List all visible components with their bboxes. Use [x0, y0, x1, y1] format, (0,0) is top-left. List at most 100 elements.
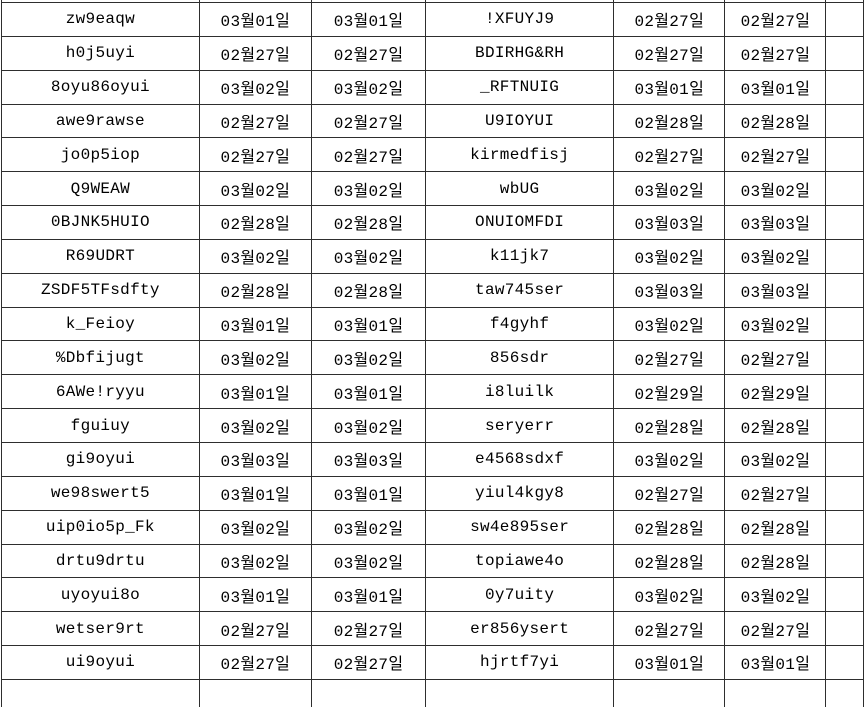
cell-date-2[interactable]: 03월01일 [310, 374, 427, 410]
cell-date-2[interactable]: 03월02일 [310, 408, 427, 443]
table-cell-cutoff[interactable] [825, 69, 864, 105]
cell-id-left[interactable]: ZSDF5TFsdfty [1, 272, 200, 308]
table-cell-cutoff[interactable] [825, 272, 864, 308]
cell-id-left[interactable]: 6AWe!ryyu [1, 374, 200, 410]
cell-id-right[interactable]: wbUG [425, 171, 615, 207]
cell-date-3[interactable]: 03월03일 [613, 272, 726, 308]
cell-id-right[interactable]: k11jk7 [425, 238, 615, 274]
cell-date-1[interactable]: 03월02일 [198, 340, 312, 376]
table-cell-cutoff[interactable] [825, 408, 864, 443]
cell-date-2[interactable]: 02월28일 [310, 205, 427, 240]
table-cell-cutoff[interactable] [825, 306, 864, 342]
cell-date-3[interactable]: 03월02일 [613, 577, 726, 613]
cell-date-1[interactable]: 03월01일 [198, 2, 312, 37]
cell-date-4[interactable]: 02월28일 [724, 408, 827, 443]
table-cell-partial[interactable] [198, 678, 312, 707]
cell-date-2[interactable]: 03월02일 [310, 543, 427, 579]
cell-id-right[interactable]: U9IOYUI [425, 103, 615, 139]
cell-id-right[interactable]: 856sdr [425, 340, 615, 376]
cell-date-1[interactable]: 02월27일 [198, 137, 312, 173]
cell-id-right[interactable]: hjrtf7yi [425, 645, 615, 680]
table-cell-partial[interactable] [1, 678, 200, 707]
cell-date-2[interactable]: 02월27일 [310, 103, 427, 139]
cell-id-right[interactable]: !XFUYJ9 [425, 2, 615, 37]
cell-date-3[interactable]: 03월02일 [613, 441, 726, 477]
cell-id-left[interactable]: wetser9rt [1, 611, 200, 647]
cell-date-4[interactable]: 03월02일 [724, 306, 827, 342]
cell-id-left[interactable]: Q9WEAW [1, 171, 200, 207]
table-cell-cutoff[interactable] [825, 611, 864, 647]
cell-date-2[interactable]: 02월27일 [310, 35, 427, 71]
cell-date-3[interactable]: 02월28일 [613, 543, 726, 579]
cell-id-left[interactable]: drtu9drtu [1, 543, 200, 579]
table-cell-cutoff[interactable] [825, 238, 864, 274]
table-cell-partial[interactable] [724, 678, 827, 707]
cell-date-4[interactable]: 03월02일 [724, 577, 827, 613]
table-cell-cutoff[interactable] [825, 2, 864, 37]
cell-id-right[interactable]: e4568sdxf [425, 441, 615, 477]
cell-date-4[interactable]: 03월02일 [724, 441, 827, 477]
cell-id-right[interactable]: BDIRHG&RH [425, 35, 615, 71]
cell-date-4[interactable]: 02월27일 [724, 340, 827, 376]
cell-date-2[interactable]: 03월02일 [310, 238, 427, 274]
cell-date-4[interactable]: 02월28일 [724, 543, 827, 579]
cell-date-2[interactable]: 03월02일 [310, 509, 427, 545]
cell-id-left[interactable]: %Dbfijugt [1, 340, 200, 376]
cell-date-1[interactable]: 03월02일 [198, 408, 312, 443]
table-cell-cutoff[interactable] [825, 137, 864, 173]
cell-date-1[interactable]: 03월02일 [198, 509, 312, 545]
table-cell-cutoff[interactable] [825, 374, 864, 410]
cell-date-3[interactable]: 03월02일 [613, 238, 726, 274]
cell-date-4[interactable]: 03월01일 [724, 645, 827, 680]
cell-id-right[interactable]: topiawe4o [425, 543, 615, 579]
table-cell-cutoff[interactable] [825, 205, 864, 240]
cell-date-3[interactable]: 03월03일 [613, 205, 726, 240]
cell-date-4[interactable]: 02월29일 [724, 374, 827, 410]
cell-date-2[interactable]: 03월01일 [310, 2, 427, 37]
table-cell-cutoff[interactable] [825, 543, 864, 579]
table-cell-partial[interactable] [310, 0, 427, 3]
cell-date-1[interactable]: 02월28일 [198, 272, 312, 308]
table-cell-cutoff[interactable] [825, 577, 864, 613]
cell-date-1[interactable]: 03월02일 [198, 69, 312, 105]
cell-date-3[interactable]: 02월27일 [613, 35, 726, 71]
cell-id-left[interactable]: R69UDRT [1, 238, 200, 274]
cell-id-left[interactable]: h0j5uyi [1, 35, 200, 71]
table-cell-cutoff[interactable] [825, 441, 864, 477]
cell-date-3[interactable]: 02월27일 [613, 340, 726, 376]
table-cell-cutoff[interactable] [825, 103, 864, 139]
table-cell-cutoff[interactable] [825, 340, 864, 376]
cell-id-left[interactable]: ui9oyui [1, 645, 200, 680]
cell-date-2[interactable]: 03월02일 [310, 340, 427, 376]
table-cell-cutoff[interactable] [825, 509, 864, 545]
table-cell-cutoff[interactable] [825, 475, 864, 511]
cell-date-1[interactable]: 03월03일 [198, 441, 312, 477]
cell-date-1[interactable]: 03월01일 [198, 374, 312, 410]
cell-id-left[interactable]: gi9oyui [1, 441, 200, 477]
cell-id-right[interactable]: sw4e895ser [425, 509, 615, 545]
cell-date-3[interactable]: 02월28일 [613, 408, 726, 443]
cell-date-1[interactable]: 02월27일 [198, 645, 312, 680]
cell-date-4[interactable]: 02월27일 [724, 137, 827, 173]
table-cell-partial[interactable] [724, 0, 827, 3]
cell-id-left[interactable]: 0BJNK5HUIO [1, 205, 200, 240]
cell-id-left[interactable]: zw9eaqw [1, 2, 200, 37]
cell-id-left[interactable]: fguiuy [1, 408, 200, 443]
cell-date-4[interactable]: 03월01일 [724, 69, 827, 105]
table-cell-partial[interactable] [613, 0, 726, 3]
cell-date-1[interactable]: 03월02일 [198, 238, 312, 274]
cell-date-3[interactable]: 02월27일 [613, 611, 726, 647]
cell-date-4[interactable]: 03월03일 [724, 205, 827, 240]
cell-date-3[interactable]: 03월01일 [613, 645, 726, 680]
cell-date-1[interactable]: 03월01일 [198, 475, 312, 511]
cell-date-2[interactable]: 02월27일 [310, 611, 427, 647]
cell-date-1[interactable]: 02월27일 [198, 35, 312, 71]
cell-date-2[interactable]: 03월03일 [310, 441, 427, 477]
cell-date-3[interactable]: 03월02일 [613, 306, 726, 342]
cell-id-right[interactable]: kirmedfisj [425, 137, 615, 173]
cell-id-right[interactable]: taw745ser [425, 272, 615, 308]
cell-date-2[interactable]: 03월02일 [310, 171, 427, 207]
cell-id-right[interactable]: f4gyhf [425, 306, 615, 342]
cell-date-1[interactable]: 02월27일 [198, 103, 312, 139]
cell-date-4[interactable]: 03월02일 [724, 171, 827, 207]
